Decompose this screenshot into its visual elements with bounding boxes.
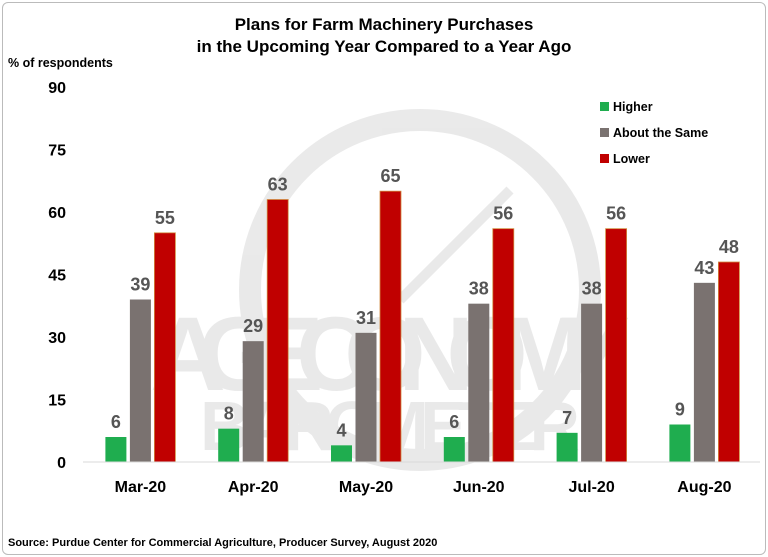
y-tick-label: 45 [48, 268, 66, 285]
y-axis-label: % of respondents [8, 56, 113, 70]
bar-about-the-same [468, 303, 490, 462]
legend-label: Lower [613, 152, 650, 166]
data-label: 9 [675, 400, 685, 420]
source-note: Source: Purdue Center for Commercial Agr… [8, 537, 437, 549]
bar-lower [266, 199, 289, 463]
legend-label: About the Same [613, 126, 708, 140]
bar-lower [379, 190, 402, 463]
data-label: 31 [356, 308, 376, 328]
x-tick-label: Jul-20 [568, 479, 614, 496]
x-tick-label: Mar-20 [115, 479, 167, 496]
data-label: 38 [582, 279, 602, 299]
x-tick-label: Apr-20 [228, 479, 279, 496]
bar-about-the-same [693, 282, 715, 462]
bar-higher [669, 424, 691, 462]
bar-lower [492, 228, 515, 463]
data-label: 63 [268, 175, 288, 195]
bar-higher [556, 432, 578, 462]
x-tick-label: Jun-20 [453, 479, 505, 496]
x-tick-label: Aug-20 [677, 479, 731, 496]
data-label: 65 [380, 166, 400, 186]
data-label: 56 [493, 204, 513, 224]
data-label: 39 [130, 275, 150, 295]
bar-lower [605, 228, 627, 463]
data-label: 48 [719, 237, 739, 257]
bar-about-the-same [242, 341, 264, 462]
data-label: 6 [449, 412, 459, 432]
y-tick-label: 30 [48, 330, 66, 347]
data-label: 4 [336, 420, 346, 440]
legend-swatch [600, 128, 609, 137]
data-label: 8 [224, 404, 234, 424]
y-tick-label: 0 [57, 455, 66, 472]
legend-swatch [600, 102, 609, 111]
y-tick-label: 75 [48, 143, 66, 160]
y-tick-label: 15 [48, 393, 66, 410]
data-label: 43 [694, 258, 714, 278]
chart-title-line2: in the Upcoming Year Compared to a Year … [197, 37, 572, 56]
bar-lower [718, 261, 740, 463]
data-label: 56 [606, 204, 626, 224]
data-label: 29 [243, 316, 263, 336]
bar-higher [443, 437, 465, 462]
bar-about-the-same [129, 299, 151, 462]
bar-lower [153, 232, 176, 463]
bar-higher [105, 437, 127, 462]
legend-label: Higher [613, 100, 653, 114]
data-label: 7 [562, 408, 572, 428]
y-tick-label: 90 [48, 80, 66, 97]
x-tick-label: May-20 [339, 479, 393, 496]
chart-title-line1: Plans for Farm Machinery Purchases [235, 15, 534, 34]
bar-higher [218, 428, 240, 462]
bar-about-the-same [355, 332, 377, 462]
y-tick-label: 60 [48, 205, 66, 222]
data-label: 38 [469, 279, 489, 299]
legend-swatch [600, 154, 609, 163]
data-label: 6 [111, 412, 121, 432]
bar-about-the-same [581, 303, 603, 462]
data-label: 55 [155, 208, 175, 228]
bar-higher [331, 445, 352, 462]
